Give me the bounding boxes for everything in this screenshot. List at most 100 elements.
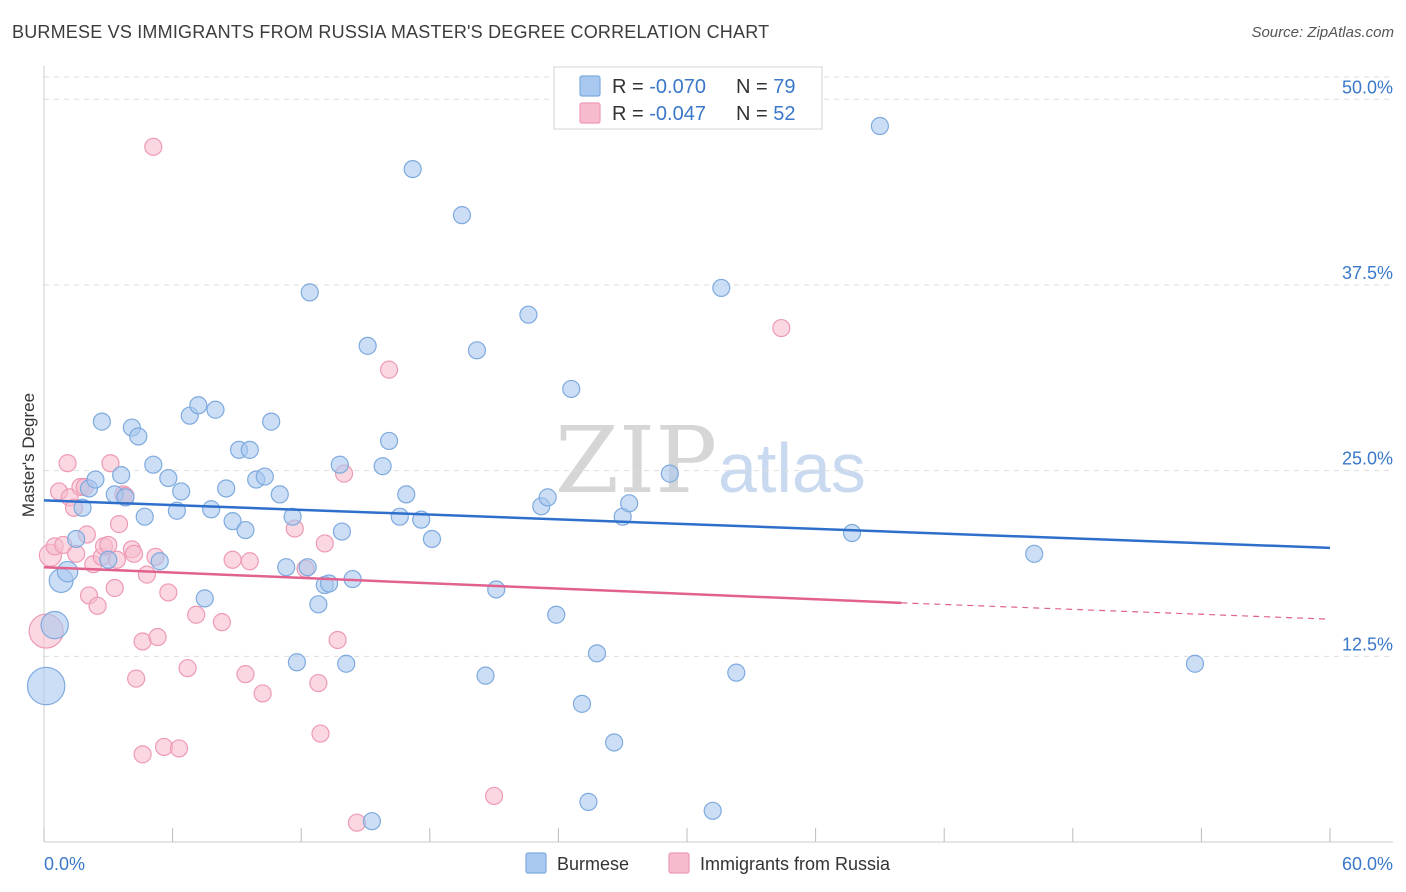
watermark-zip: ZIP bbox=[555, 407, 717, 514]
burmese-point bbox=[660, 464, 679, 483]
y-tick-labels: 12.5% 25.0% 37.5% 50.0% bbox=[1342, 77, 1393, 654]
burmese-point bbox=[26, 666, 66, 706]
burmese-point bbox=[189, 396, 208, 415]
burmese-point bbox=[99, 550, 118, 569]
burmese-point bbox=[476, 666, 495, 685]
burmese-point bbox=[547, 605, 566, 624]
burmese-point bbox=[283, 507, 302, 526]
russia-point bbox=[133, 632, 152, 651]
burmese-point bbox=[422, 529, 442, 549]
chart-title: BURMESE VS IMMIGRANTS FROM RUSSIA MASTER… bbox=[12, 22, 770, 42]
burmese-point bbox=[206, 400, 225, 419]
x-tick-label-max: 60.0% bbox=[1342, 854, 1393, 874]
burmese-point bbox=[202, 500, 221, 519]
burmese-point bbox=[579, 792, 598, 811]
legend-r-label: R = bbox=[612, 76, 649, 98]
burmese-point bbox=[56, 560, 79, 583]
trend-lines bbox=[43, 499, 1331, 620]
y-tick-label: 50.0% bbox=[1342, 77, 1393, 97]
burmese-point bbox=[562, 379, 581, 399]
russia-point bbox=[315, 534, 334, 553]
russia-point bbox=[240, 552, 259, 571]
burmese-point bbox=[712, 278, 731, 298]
legend-swatch-russia bbox=[579, 102, 601, 124]
burmese-point bbox=[129, 427, 148, 446]
series-legend-swatch-russia bbox=[668, 852, 690, 874]
russia-point bbox=[159, 583, 178, 602]
legend-r-value: -0.047 bbox=[649, 103, 706, 125]
legend-r-value: -0.070 bbox=[649, 76, 706, 98]
burmese-point bbox=[298, 558, 317, 577]
russia-point bbox=[772, 318, 791, 338]
russia-point bbox=[187, 605, 206, 624]
series-legend-label-russia: Immigrants from Russia bbox=[700, 854, 891, 874]
burmese-point bbox=[159, 468, 178, 488]
burmese-point bbox=[223, 512, 242, 531]
burmese-point bbox=[236, 520, 255, 540]
burmese-point bbox=[337, 654, 356, 673]
x-tick-label-min: 0.0% bbox=[44, 854, 85, 874]
burmese-point bbox=[135, 507, 154, 526]
burmese-point bbox=[240, 440, 259, 459]
russia-point bbox=[223, 550, 242, 569]
burmese-point bbox=[1185, 654, 1205, 673]
burmese-point bbox=[309, 595, 328, 614]
burmese-point bbox=[330, 455, 349, 474]
burmese-point bbox=[467, 341, 487, 360]
burmese-point bbox=[255, 467, 274, 486]
burmese-point bbox=[727, 663, 746, 682]
legend-n-label: N = bbox=[736, 103, 773, 125]
russia-point bbox=[154, 737, 174, 757]
burmese-trend-line bbox=[43, 499, 1331, 550]
russia-point bbox=[137, 565, 156, 584]
russia-point bbox=[124, 544, 144, 563]
burmese-point bbox=[373, 457, 392, 476]
burmese-point bbox=[358, 336, 377, 355]
russia-point bbox=[309, 673, 328, 693]
burmese-point bbox=[870, 116, 890, 136]
burmese-point bbox=[195, 589, 214, 608]
burmese-point bbox=[703, 801, 722, 820]
russia-point bbox=[485, 786, 504, 806]
burmese-point bbox=[332, 522, 352, 541]
y-tick-label: 37.5% bbox=[1342, 263, 1393, 283]
russia-point bbox=[379, 360, 399, 379]
burmese-point bbox=[605, 733, 624, 752]
legend-row-burmese: R = -0.070 N = 79 bbox=[612, 76, 796, 98]
russia-point bbox=[58, 454, 77, 473]
legend-r-label: R = bbox=[612, 103, 649, 125]
russia-point bbox=[88, 596, 107, 615]
russia-point bbox=[169, 739, 189, 758]
burmese-point bbox=[217, 479, 236, 498]
russia-point bbox=[328, 630, 347, 650]
series-legend-label-burmese: Burmese bbox=[557, 854, 629, 874]
burmese-point bbox=[842, 523, 862, 543]
stats-legend: R = -0.070 N = 79 R = -0.047 N = 52 bbox=[553, 66, 823, 130]
burmese-point bbox=[452, 206, 472, 225]
burmese-point bbox=[362, 812, 382, 831]
legend-row-russia: R = -0.047 N = 52 bbox=[612, 103, 796, 125]
burmese-point bbox=[379, 431, 399, 451]
burmese-point bbox=[67, 529, 86, 549]
burmese-point bbox=[403, 159, 422, 179]
burmese-point bbox=[172, 482, 191, 501]
series-legend-swatch-burmese bbox=[525, 852, 547, 874]
series-legend: Burmese Immigrants from Russia bbox=[525, 852, 891, 874]
burmese-point bbox=[73, 498, 92, 517]
burmese-point bbox=[300, 283, 319, 302]
y-axis-label: Master's Degree bbox=[19, 393, 38, 517]
burmese-point bbox=[86, 470, 105, 489]
russia-point bbox=[101, 454, 120, 473]
burmese-point bbox=[287, 653, 307, 672]
burmese-point bbox=[620, 494, 639, 513]
burmese-point bbox=[112, 465, 131, 485]
burmese-point bbox=[1025, 544, 1044, 563]
burmese-point bbox=[519, 305, 538, 324]
burmese-point bbox=[538, 488, 557, 507]
y-tick-label: 25.0% bbox=[1342, 449, 1393, 469]
russia-point bbox=[144, 137, 163, 156]
burmese-points bbox=[26, 116, 1205, 831]
russia-point bbox=[347, 813, 367, 832]
burmese-point bbox=[390, 507, 409, 526]
